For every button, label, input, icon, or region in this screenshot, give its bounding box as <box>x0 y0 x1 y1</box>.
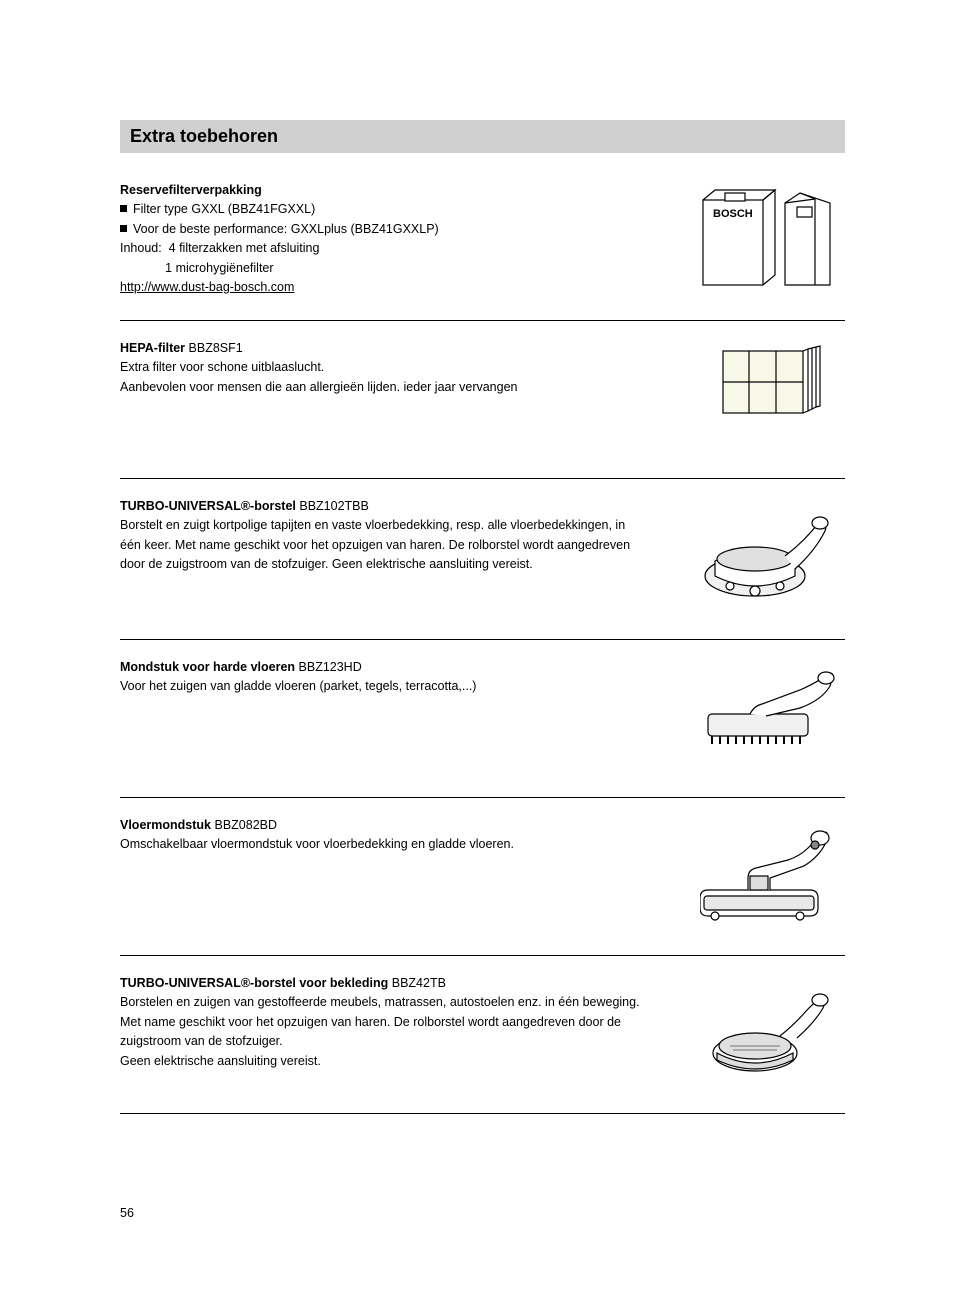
accessory-item: Vloermondstuk BBZ082BD Omschakelbaar vlo… <box>120 816 845 956</box>
accessory-item: HEPA-filter BBZ8SF1 Extra filter voor sc… <box>120 339 845 479</box>
item-text-block: Reservefilterverpakking Filter type GXXL… <box>120 181 660 297</box>
bullet-text: Voor de beste performance: GXXLplus (BBZ… <box>133 220 439 239</box>
item-code: BBZ8SF1 <box>189 341 243 355</box>
item-title: TURBO-UNIVERSAL®-borstel <box>120 499 296 513</box>
accessory-item: TURBO-UNIVERSAL®-borstel voor bekleding … <box>120 974 845 1114</box>
floor-nozzle-icon <box>695 816 845 925</box>
upholstery-brush-icon <box>695 974 845 1088</box>
item-text-block: TURBO-UNIVERSAL®-borstel voor bekleding … <box>120 974 660 1071</box>
item-link[interactable]: http://www.dust-bag-bosch.com <box>120 280 294 294</box>
accessory-item: Reservefilterverpakking Filter type GXXL… <box>120 181 845 321</box>
item-text-block: HEPA-filter BBZ8SF1 Extra filter voor sc… <box>120 339 660 397</box>
hardfloor-nozzle-icon <box>695 658 845 757</box>
item-description: Omschakelbaar vloermondstuk voor vloerbe… <box>120 835 640 854</box>
item-description: Borstelen en zuigen van gestoffeerde meu… <box>120 993 640 1071</box>
item-title: Reservefilterverpakking <box>120 183 262 197</box>
item-description: Borstelt en zuigt kortpolige tapijten en… <box>120 516 640 574</box>
accessory-item: TURBO-UNIVERSAL®-borstel BBZ102TBB Borst… <box>120 497 845 640</box>
item-title: HEPA-filter <box>120 341 185 355</box>
page-number: 56 <box>120 1206 134 1220</box>
accessory-item: Mondstuk voor harde vloeren BBZ123HD Voo… <box>120 658 845 798</box>
dustbags-icon: BOSCH <box>695 181 845 300</box>
bullet-text: Filter type GXXL (BBZ41FGXXL) <box>133 200 315 219</box>
bullet-icon <box>120 205 127 212</box>
item-description: Voor het zuigen van gladde vloeren (park… <box>120 677 640 696</box>
item-line: Inhoud: 4 filterzakken met afsluiting <box>120 239 640 258</box>
svg-text:BOSCH: BOSCH <box>713 208 753 220</box>
item-description: Extra filter voor schone uitblaaslucht. … <box>120 358 640 397</box>
item-title: Mondstuk voor harde vloeren <box>120 660 295 674</box>
item-text-block: TURBO-UNIVERSAL®-borstel BBZ102TBB Borst… <box>120 497 660 575</box>
hepa-filter-icon <box>695 339 845 423</box>
turbo-brush-icon <box>695 497 845 621</box>
item-title: TURBO-UNIVERSAL®-borstel voor bekleding <box>120 976 388 990</box>
item-code: BBZ102TBB <box>299 499 368 513</box>
item-text-block: Vloermondstuk BBZ082BD Omschakelbaar vlo… <box>120 816 660 855</box>
item-code: BBZ42TB <box>392 976 446 990</box>
item-code: BBZ123HD <box>299 660 362 674</box>
item-title: Vloermondstuk <box>120 818 211 832</box>
bullet-icon <box>120 225 127 232</box>
item-code: BBZ082BD <box>214 818 277 832</box>
item-line: 1 microhygiënefilter <box>120 259 640 278</box>
section-title: Extra toebehoren <box>120 120 845 153</box>
item-text-block: Mondstuk voor harde vloeren BBZ123HD Voo… <box>120 658 660 697</box>
